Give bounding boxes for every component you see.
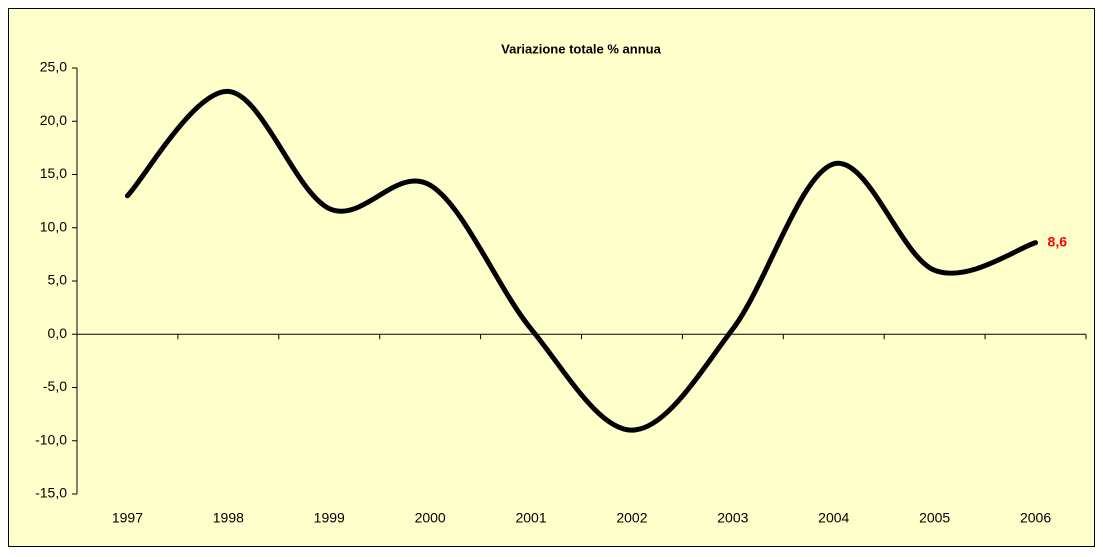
line [124,88,1039,433]
x-tick-label: 1997 [112,510,143,526]
y-tick-label: -5,0 [43,378,67,394]
x-tick-label: 2001 [515,510,546,526]
y-tick-label: 25,0 [40,59,67,75]
x-tick-label: 1998 [213,510,244,526]
y-tick-label: 15,0 [40,165,67,181]
x-tick-label: 2004 [818,510,849,526]
y-tick-label: 20,0 [40,112,67,128]
chart-title: Variazione totale % annua [501,41,661,56]
data-label: 8,6 [1048,233,1068,249]
x-tick-label: 2005 [919,510,950,526]
x-tick-label: 2006 [1020,510,1051,526]
x-tick-label: 1999 [314,510,345,526]
y-tick-label: -10,0 [35,431,67,447]
y-tick-label: 0,0 [48,325,68,341]
x-tick-label: 2002 [616,510,647,526]
y-tick-label: -15,0 [35,485,67,501]
y-tick-label: 5,0 [48,272,68,288]
chart-area [8,8,1095,547]
y-tick-label: 10,0 [40,218,67,234]
x-tick-label: 2003 [717,510,748,526]
x-tick-label: 2000 [415,510,446,526]
